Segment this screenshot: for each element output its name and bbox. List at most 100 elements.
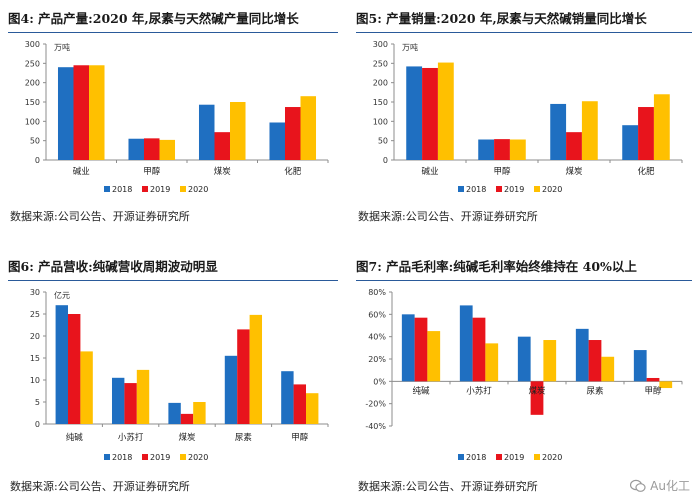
y-tick-label: 15 (30, 354, 40, 363)
y-tick-label: -20% (365, 400, 386, 409)
figure-6-label: 图6: (8, 259, 34, 274)
legend-swatch-2018 (104, 454, 110, 460)
bar-2020-甲醇 (659, 381, 673, 389)
category-label: 纯碱 (412, 385, 430, 396)
legend-swatch-2019 (496, 186, 502, 192)
category-label: 小苏打 (466, 385, 492, 396)
figure-7-chart: -40% -20% 0% 20% 40% 60% 80% 纯碱 小苏打 煤炭 尿素 甲醇 2018 201… (365, 288, 683, 462)
bar-2018-甲醇 (128, 138, 144, 160)
bar-2018-甲醇 (281, 371, 294, 424)
legend-label-2020: 2020 (188, 453, 208, 462)
y-tick-label: 250 (373, 59, 388, 68)
category-label: 甲醇 (493, 166, 511, 177)
legend-label-2020: 2020 (542, 185, 562, 194)
figure-7-header: 图7: 产品毛利率:纯碱毛利率始终维持在 40%以上 (356, 256, 692, 281)
legend-swatch-2018 (104, 186, 110, 192)
legend-label-2018: 2018 (466, 185, 486, 194)
y-tick-label: 150 (25, 98, 40, 107)
y-tick-label: 200 (373, 79, 388, 88)
bar-2020-纯碱 (427, 331, 441, 382)
legend-label-2018: 2018 (112, 185, 132, 194)
unit-label: 万吨 (54, 42, 70, 52)
unit-label: 亿元 (54, 290, 70, 300)
figure-6-source: 数据来源:公司公告、开源证券研究所 (10, 480, 190, 493)
bar-2020-碱业 (89, 65, 105, 160)
figure-4-panel: 图4: 产品产量:2020 年,尿素与天然碱产量同比增长 0 50 100 150 20… (8, 8, 338, 230)
bar-2019-煤炭 (214, 132, 231, 160)
y-tick-label: 80% (368, 288, 386, 297)
y-tick-label: 40% (368, 333, 386, 342)
bar-2018-化肥 (269, 122, 285, 160)
bar-2019-尿素 (237, 329, 250, 424)
bar-2018-碱业 (57, 67, 74, 160)
category-label: 化肥 (284, 166, 302, 177)
bar-2020-碱业 (437, 62, 454, 160)
figure-5-source: 数据来源:公司公告、开源证券研究所 (358, 210, 538, 223)
category-label: 纯碱 (66, 432, 84, 443)
bar-2019-纯碱 (67, 314, 81, 424)
bar-2018-煤炭 (198, 104, 215, 160)
bar-2018-纯碱 (401, 314, 415, 382)
bar-2019-煤炭 (566, 132, 582, 160)
bar-2019-纯碱 (414, 317, 428, 382)
bar-2018-碱业 (406, 66, 423, 160)
category-label: 煤炭 (565, 166, 583, 177)
y-tick-label: 25 (30, 310, 40, 319)
bar-2018-煤炭 (168, 402, 181, 424)
legend-swatch-2018 (458, 186, 464, 192)
bar-2018-煤炭 (550, 103, 567, 160)
legend-label-2019: 2019 (150, 453, 170, 462)
legend-label-2020: 2020 (188, 185, 208, 194)
category-label: 甲醇 (644, 385, 662, 396)
y-tick-label: 20% (368, 355, 386, 364)
bar-2018-甲醇 (478, 139, 495, 160)
legend-swatch-2018 (458, 454, 464, 460)
category-label: 碱业 (73, 166, 90, 177)
figure-6-panel: 图6: 产品营收:纯碱营收周期波动明显 0 5 10 15 20 25 30 亿元 纯碱 小苏打 煤… (8, 256, 338, 496)
category-label: 煤炭 (178, 432, 196, 443)
y-tick-label: 50 (378, 137, 388, 146)
figure-6-header: 图6: 产品营收:纯碱营收周期波动明显 (8, 256, 338, 281)
bar-2020-煤炭 (543, 340, 557, 382)
bar-2020-尿素 (249, 314, 263, 424)
y-tick-label: 250 (25, 59, 40, 68)
legend-label-2020: 2020 (542, 453, 562, 462)
y-tick-label: 0 (35, 156, 40, 165)
y-tick-label: 200 (25, 79, 40, 88)
bar-2019-小苏打 (124, 383, 137, 424)
legend-swatch-2019 (142, 454, 148, 460)
figure-6-title: 产品营收:纯碱营收周期波动明显 (38, 259, 218, 274)
legend-swatch-2020 (180, 454, 186, 460)
bar-2020-煤炭 (193, 402, 206, 424)
legend-swatch-2020 (180, 186, 186, 192)
y-tick-label: 60% (368, 310, 386, 319)
category-label: 碱业 (421, 166, 438, 177)
bar-2019-甲醇 (143, 138, 160, 160)
legend-swatch-2019 (142, 186, 148, 192)
y-tick-label: 100 (373, 117, 388, 126)
bar-2019-甲醇 (293, 384, 307, 424)
y-tick-label: -40% (365, 422, 386, 431)
legend-swatch-2020 (534, 454, 540, 460)
category-label: 甲醇 (291, 432, 309, 443)
y-tick-label: 0 (35, 420, 40, 429)
figure-5-panel: 图5: 产量销量:2020 年,尿素与天然碱销量同比增长 0 50 100 150 20… (356, 8, 692, 230)
bar-2020-甲醇 (509, 139, 526, 160)
bar-2018-纯碱 (55, 305, 68, 424)
y-tick-label: 0% (373, 377, 386, 386)
bar-2020-甲醇 (306, 393, 319, 424)
y-tick-label: 30 (30, 288, 40, 297)
figure-7-title: 产品毛利率:纯碱毛利率始终维持在 40%以上 (386, 259, 637, 274)
category-label: 煤炭 (528, 385, 546, 396)
bar-2018-甲醇 (633, 350, 647, 382)
legend-swatch-2019 (496, 454, 502, 460)
figure-5-label: 图5: (356, 11, 382, 26)
bar-2019-煤炭 (180, 413, 194, 424)
figure-5-header: 图5: 产量销量:2020 年,尿素与天然碱销量同比增长 (356, 8, 692, 33)
bar-2020-煤炭 (230, 102, 246, 160)
bar-2020-甲醇 (159, 139, 176, 160)
bar-2018-尿素 (224, 355, 238, 424)
figure-5-title: 产量销量:2020 年,尿素与天然碱销量同比增长 (386, 11, 647, 26)
